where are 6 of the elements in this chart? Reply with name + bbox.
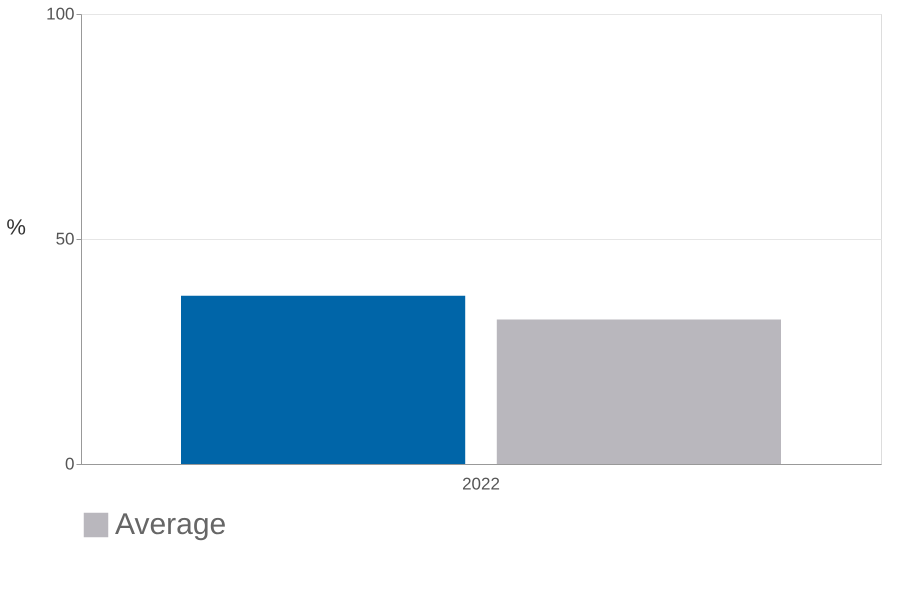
x-tick-label: 2022 <box>462 474 500 494</box>
y-tick-label: 100 <box>46 4 74 24</box>
y-tick-label: 0 <box>65 454 74 474</box>
y-axis-title: % <box>6 214 26 240</box>
legend-label: Average <box>115 508 226 541</box>
y-tick-label: 50 <box>56 230 74 248</box>
